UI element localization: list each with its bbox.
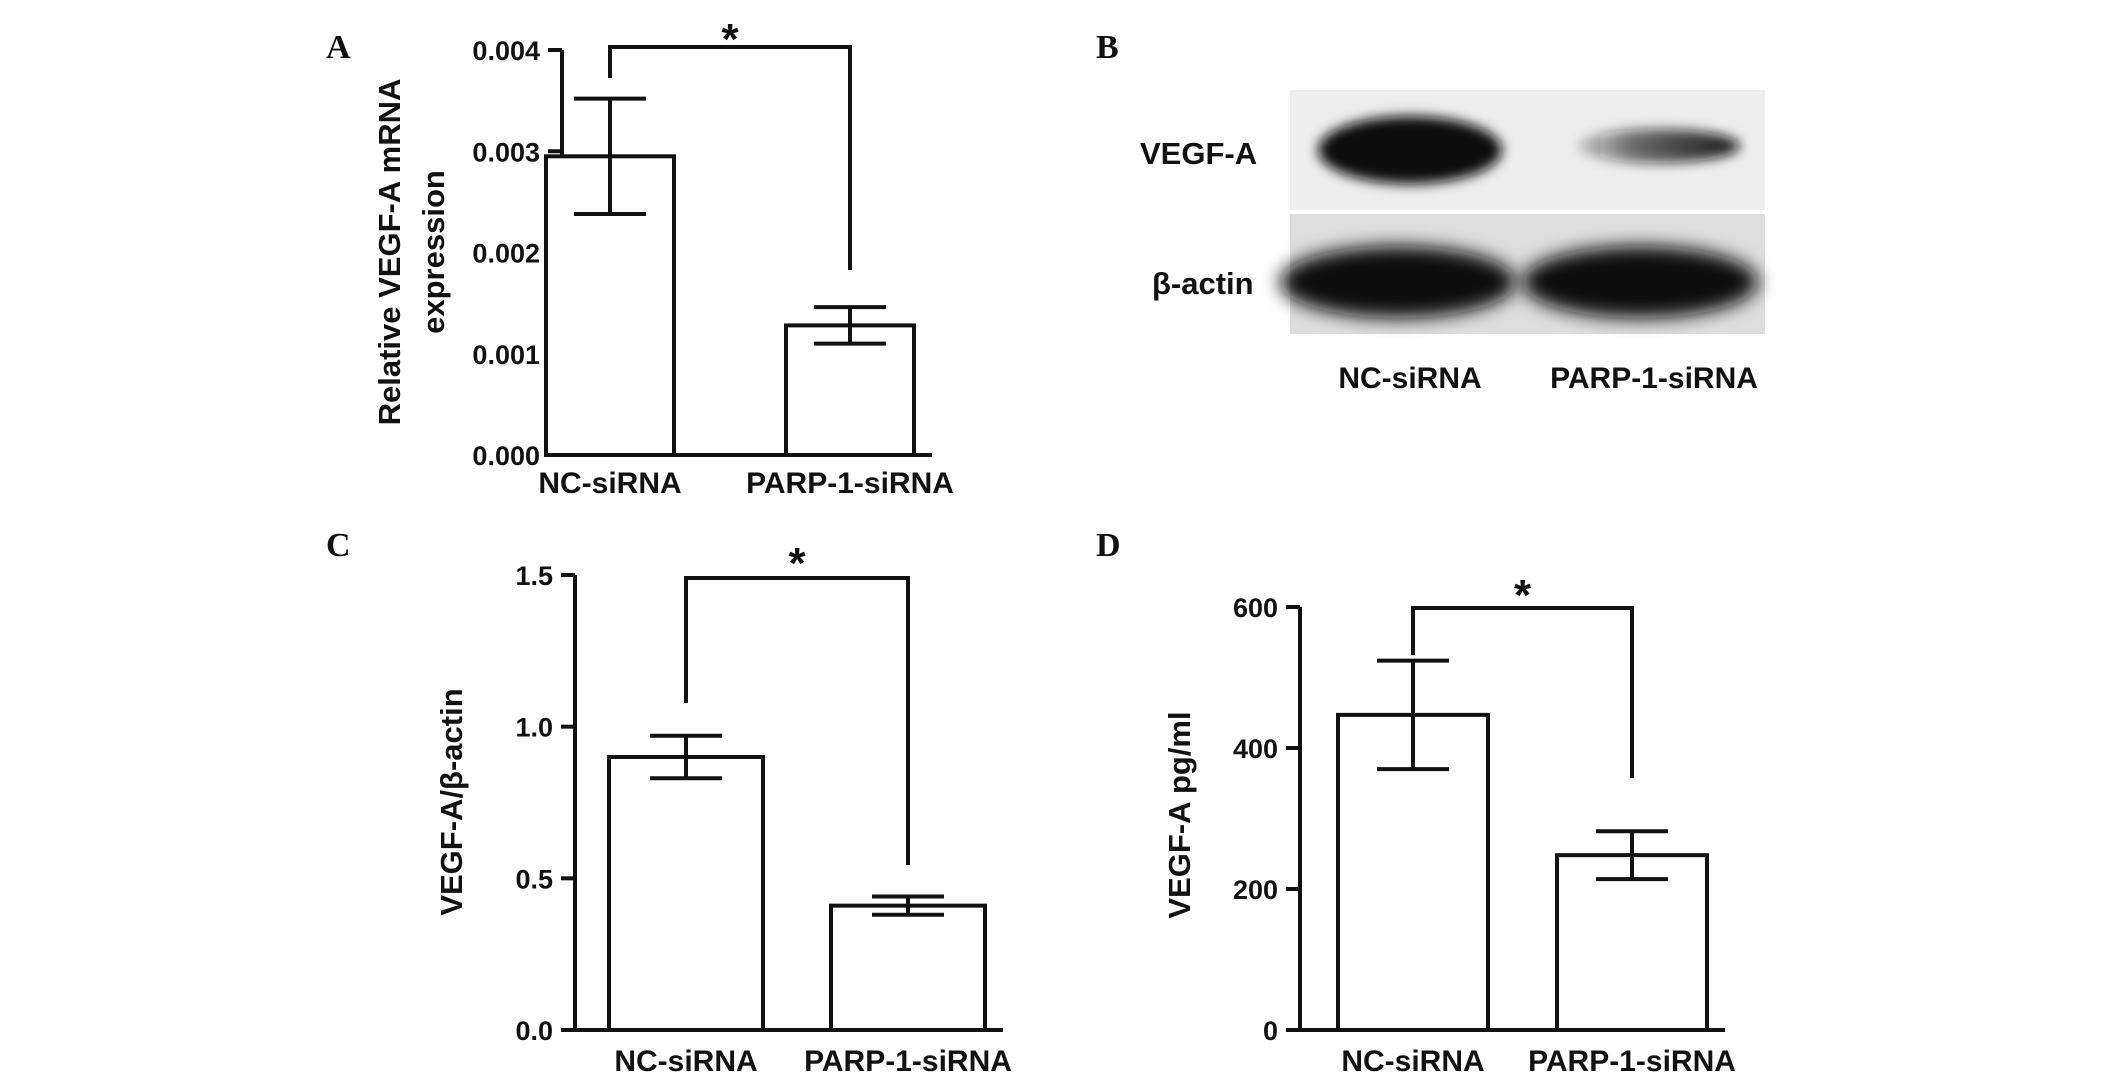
band-actin-parp [1522,246,1758,318]
y-tick-label: 1.0 [515,713,553,743]
chart-panel-a: 0.000 0.001 0.002 0.003 0.004 NC-siRNA PARP-1-… [372,15,954,500]
y-axis-title: Relative VEGF-A mRNA [372,79,407,426]
significance-bracket [1411,606,1634,778]
bar [1555,853,1709,1032]
significance-star: * [1514,571,1532,620]
y-tick-label: 1.5 [515,561,553,591]
significance-bracket [608,45,852,270]
y-tick-label: 0.003 [472,137,540,167]
panel-letter: A [326,29,351,66]
y-tick-label: 0.004 [472,36,540,66]
band-actin-nc [1280,246,1516,318]
chart-panel-c: 0.0 0.5 1.0 1.5 NC-siRNA PARP-1-siRNA * VEGF-A/… [434,539,1012,1074]
bar [829,903,987,1033]
blot-row-label: VEGF-A [1140,136,1257,171]
y-tick-label: 0.001 [472,340,540,370]
y-tick-label: 0.5 [515,864,553,894]
blot-lane-label: PARP-1-siRNA [1550,362,1758,395]
significance-bracket [684,576,910,865]
panel-letter: C [326,527,351,564]
x-tick-label: NC-siRNA [1341,1045,1484,1074]
band-vegf-parp [1576,129,1740,163]
band-vegf-nc [1318,116,1502,184]
y-tick-label: 600 [1233,593,1278,623]
y-axis-title: VEGF-A/β-actin [434,688,469,915]
western-blot: VEGF-A β-actin NC-siRNA PARP-1-siRNA [1140,90,1765,395]
panel-letter: B [1096,29,1119,66]
y-axis-title: expression [416,170,451,334]
chart-panel-d: 0 200 400 600 NC-siRNA PARP-1-siRNA * VEGF-A pg… [1162,571,1736,1074]
bar [607,755,765,1032]
y-tick-label: 200 [1233,875,1278,905]
significance-star: * [788,539,806,588]
y-axis-title: VEGF-A pg/ml [1162,711,1197,918]
y-tick-label: 0.000 [472,441,540,471]
y-tick-label: 0.002 [472,239,540,269]
x-tick-label: PARP-1-siRNA [746,467,954,500]
significance-star: * [721,15,739,64]
panel-letter: D [1096,527,1121,564]
blot-lane-label: NC-siRNA [1338,362,1481,395]
y-tick-label: 0 [1263,1016,1278,1046]
y-tick-label: 400 [1233,734,1278,764]
y-tick-label: 0.0 [515,1016,553,1046]
x-tick-label: NC-siRNA [538,467,681,500]
x-tick-label: PARP-1-siRNA [804,1045,1012,1074]
x-tick-label: NC-siRNA [614,1045,757,1074]
x-tick-label: PARP-1-siRNA [1528,1045,1736,1074]
blot-row-label: β-actin [1152,266,1254,301]
